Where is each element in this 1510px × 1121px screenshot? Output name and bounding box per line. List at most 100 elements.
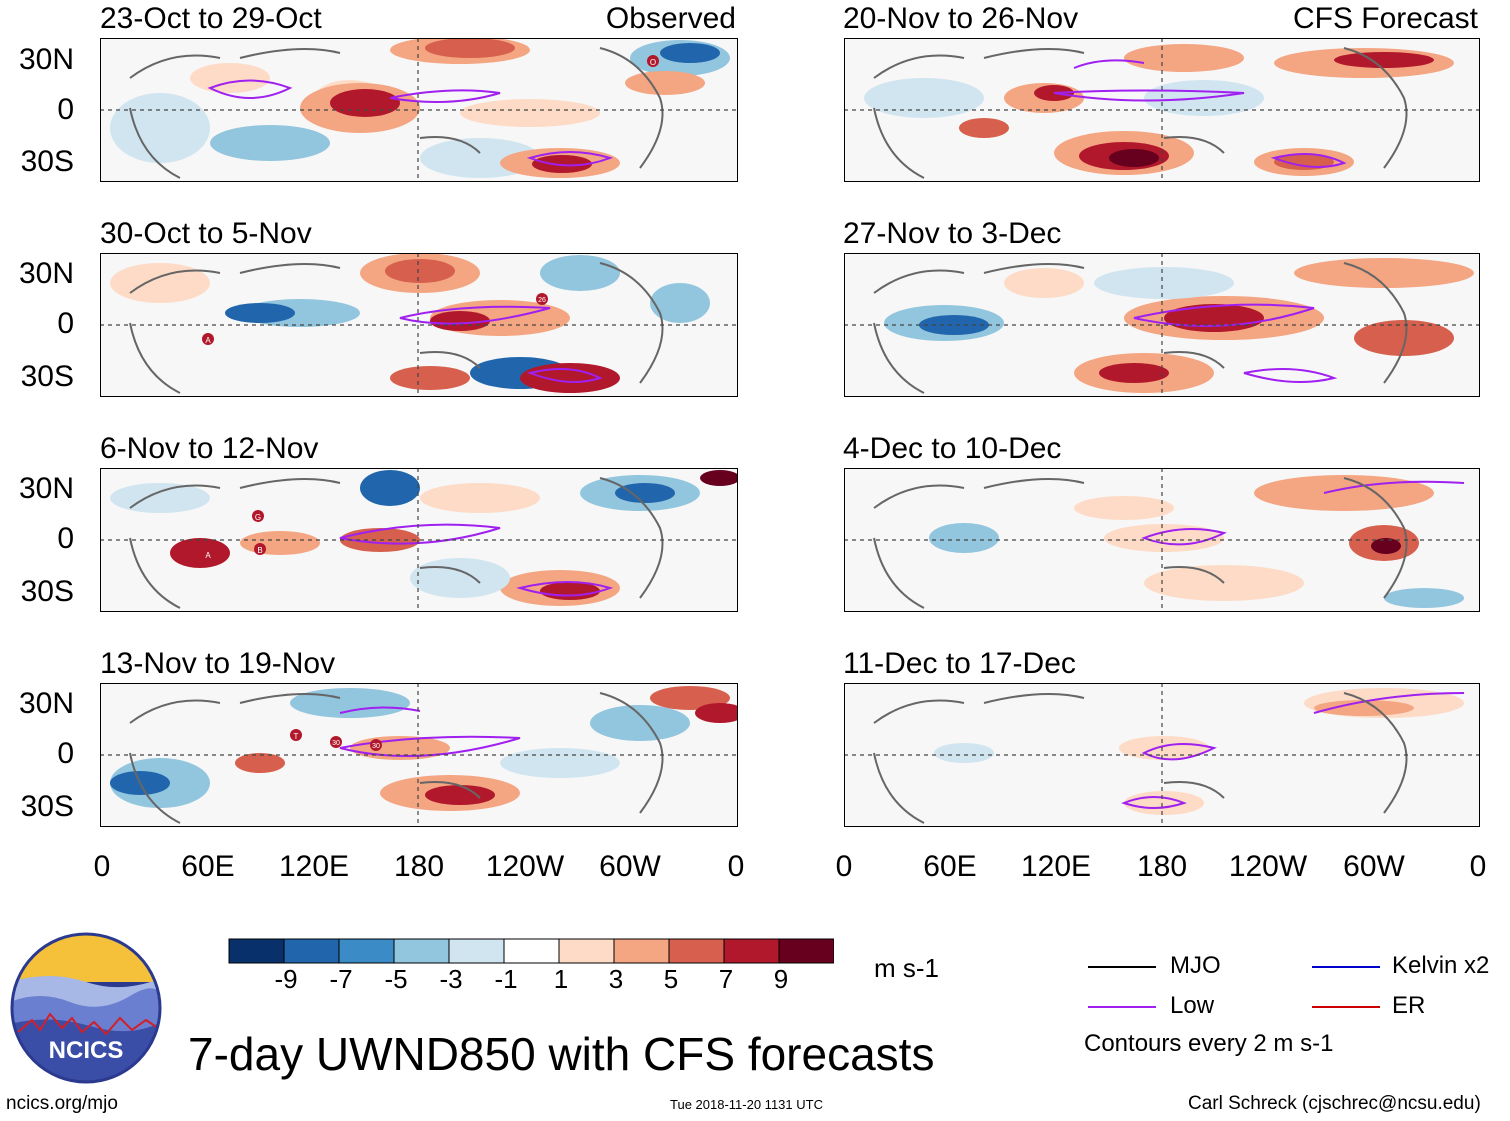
logo-text: NCICS — [49, 1037, 124, 1064]
lon-label: 60W — [1343, 850, 1405, 883]
colorbar-swatch — [668, 938, 725, 964]
map-panel-2 — [844, 38, 1480, 182]
panel-tag-forecast: CFS Forecast — [1292, 2, 1478, 35]
lat-label-0: 0 — [57, 93, 74, 126]
storm-marker-icon — [202, 548, 214, 560]
panel-tag-observed: Observed — [605, 2, 736, 35]
lat-label-30n: 30N — [18, 687, 74, 720]
lat-label-30n: 30N — [18, 43, 74, 76]
lat-label-0: 0 — [57, 307, 74, 340]
colorbar-label: -7 — [329, 964, 353, 994]
legend-line-kelvin — [1312, 966, 1380, 968]
colorbar-label: 3 — [608, 964, 624, 994]
map-panel-3: 26 A — [100, 253, 738, 397]
storm-marker-label: O — [650, 58, 656, 67]
lon-label: 180 — [1136, 850, 1188, 883]
panel-title-1: 23-Oct to 29-Oct — [100, 2, 322, 35]
colorbar-units: m s-1 — [874, 953, 939, 983]
lon-label: 0 — [835, 850, 853, 883]
lon-label: 60E — [181, 850, 235, 883]
colorbar-label: 1 — [553, 964, 569, 994]
colorbar-swatch — [448, 938, 505, 964]
storm-marker-icon — [254, 543, 266, 555]
colorbar-swatch — [503, 938, 560, 964]
colorbar-swatch — [283, 938, 340, 964]
colorbar-swatch — [778, 938, 834, 964]
legend-label-kelvin: Kelvin x2 — [1392, 952, 1490, 979]
storm-marker-label: T — [294, 732, 299, 741]
storm-marker-icon — [202, 333, 214, 345]
panel-title-8: 11-Dec to 17-Dec — [843, 647, 1076, 680]
storm-marker-label: 26 — [538, 297, 546, 304]
map-panel-4 — [844, 253, 1480, 397]
colorbar-swatch — [723, 938, 780, 964]
legend-line-low — [1088, 1006, 1156, 1008]
colorbar-swatch — [228, 938, 285, 964]
storm-marker-icon — [647, 55, 659, 67]
legend-label-low: Low — [1170, 992, 1215, 1019]
footer-url: ncics.org/mjo — [6, 1093, 118, 1114]
lon-label: 120E — [278, 850, 350, 883]
storm-marker-icon — [290, 729, 302, 741]
legend-line-er — [1312, 1006, 1380, 1008]
lon-label: 60E — [923, 850, 977, 883]
lon-label: 0 — [727, 850, 745, 883]
lon-label: 60W — [599, 850, 661, 883]
lat-label-30s: 30S — [20, 145, 74, 178]
map-panel-1: O — [100, 38, 738, 182]
panel-title-6: 4-Dec to 10-Dec — [843, 432, 1062, 465]
colorbar-swatch — [613, 938, 670, 964]
lon-label: 120W — [485, 850, 565, 883]
panel-title-2: 20-Nov to 26-Nov — [843, 2, 1079, 35]
colorbar — [228, 938, 834, 964]
storm-marker-icon — [536, 293, 548, 305]
map-panel-7: T 30 30 — [100, 683, 738, 827]
storm-marker-label: 30 — [372, 743, 380, 750]
legend-label-er: ER — [1392, 992, 1426, 1019]
legend-note: Contours every 2 m s-1 — [1084, 1030, 1334, 1057]
footer-credit: Carl Schreck (cjschrec@ncsu.edu) — [1188, 1093, 1481, 1114]
panel-title-7: 13-Nov to 19-Nov — [100, 647, 336, 680]
lat-label-30s: 30S — [20, 790, 74, 823]
colorbar-label: -9 — [274, 964, 298, 994]
lat-label-30s: 30S — [20, 360, 74, 393]
colorbar-label: -3 — [439, 964, 463, 994]
map-panel-6 — [844, 468, 1480, 612]
storm-marker-label: A — [205, 336, 211, 345]
lat-label-30n: 30N — [18, 257, 74, 290]
map-panel-5: G A B — [100, 468, 738, 612]
colorbar-label: 9 — [773, 964, 789, 994]
lat-label-0: 0 — [57, 522, 74, 555]
storm-marker-icon — [330, 736, 342, 748]
lon-label: 0 — [93, 850, 111, 883]
colorbar-swatch — [338, 938, 395, 964]
lon-label: 120E — [1020, 850, 1092, 883]
colorbar-label: 7 — [718, 964, 734, 994]
ncics-logo: NCICS — [10, 932, 162, 1084]
storm-marker-label: 30 — [332, 740, 340, 747]
panel-title-5: 6-Nov to 12-Nov — [100, 432, 319, 465]
lon-label: 120W — [1228, 850, 1308, 883]
panel-title-3: 30-Oct to 5-Nov — [100, 217, 312, 250]
storm-marker-label: B — [257, 546, 262, 555]
lat-label-0: 0 — [57, 737, 74, 770]
main-title: 7-day UWND850 with CFS forecasts — [188, 1028, 935, 1080]
lon-label: 180 — [393, 850, 445, 883]
colorbar-label: -1 — [494, 964, 518, 994]
colorbar-swatch — [393, 938, 450, 964]
colorbar-label: 5 — [663, 964, 679, 994]
lat-label-30s: 30S — [20, 575, 74, 608]
map-panel-8 — [844, 683, 1480, 827]
colorbar-swatch — [558, 938, 615, 964]
storm-marker-icon — [370, 739, 382, 751]
storm-marker-label: A — [205, 551, 211, 560]
storm-marker-label: G — [255, 513, 261, 522]
lon-label: 0 — [1469, 850, 1487, 883]
colorbar-label: -5 — [384, 964, 408, 994]
panel-title-4: 27-Nov to 3-Dec — [843, 217, 1062, 250]
storm-marker-icon — [252, 510, 264, 522]
legend-label-mjo: MJO — [1170, 952, 1221, 979]
footer-timestamp: Tue 2018-11-20 1131 UTC — [670, 1097, 823, 1112]
lat-label-30n: 30N — [18, 472, 74, 505]
legend-line-mjo — [1088, 966, 1156, 968]
